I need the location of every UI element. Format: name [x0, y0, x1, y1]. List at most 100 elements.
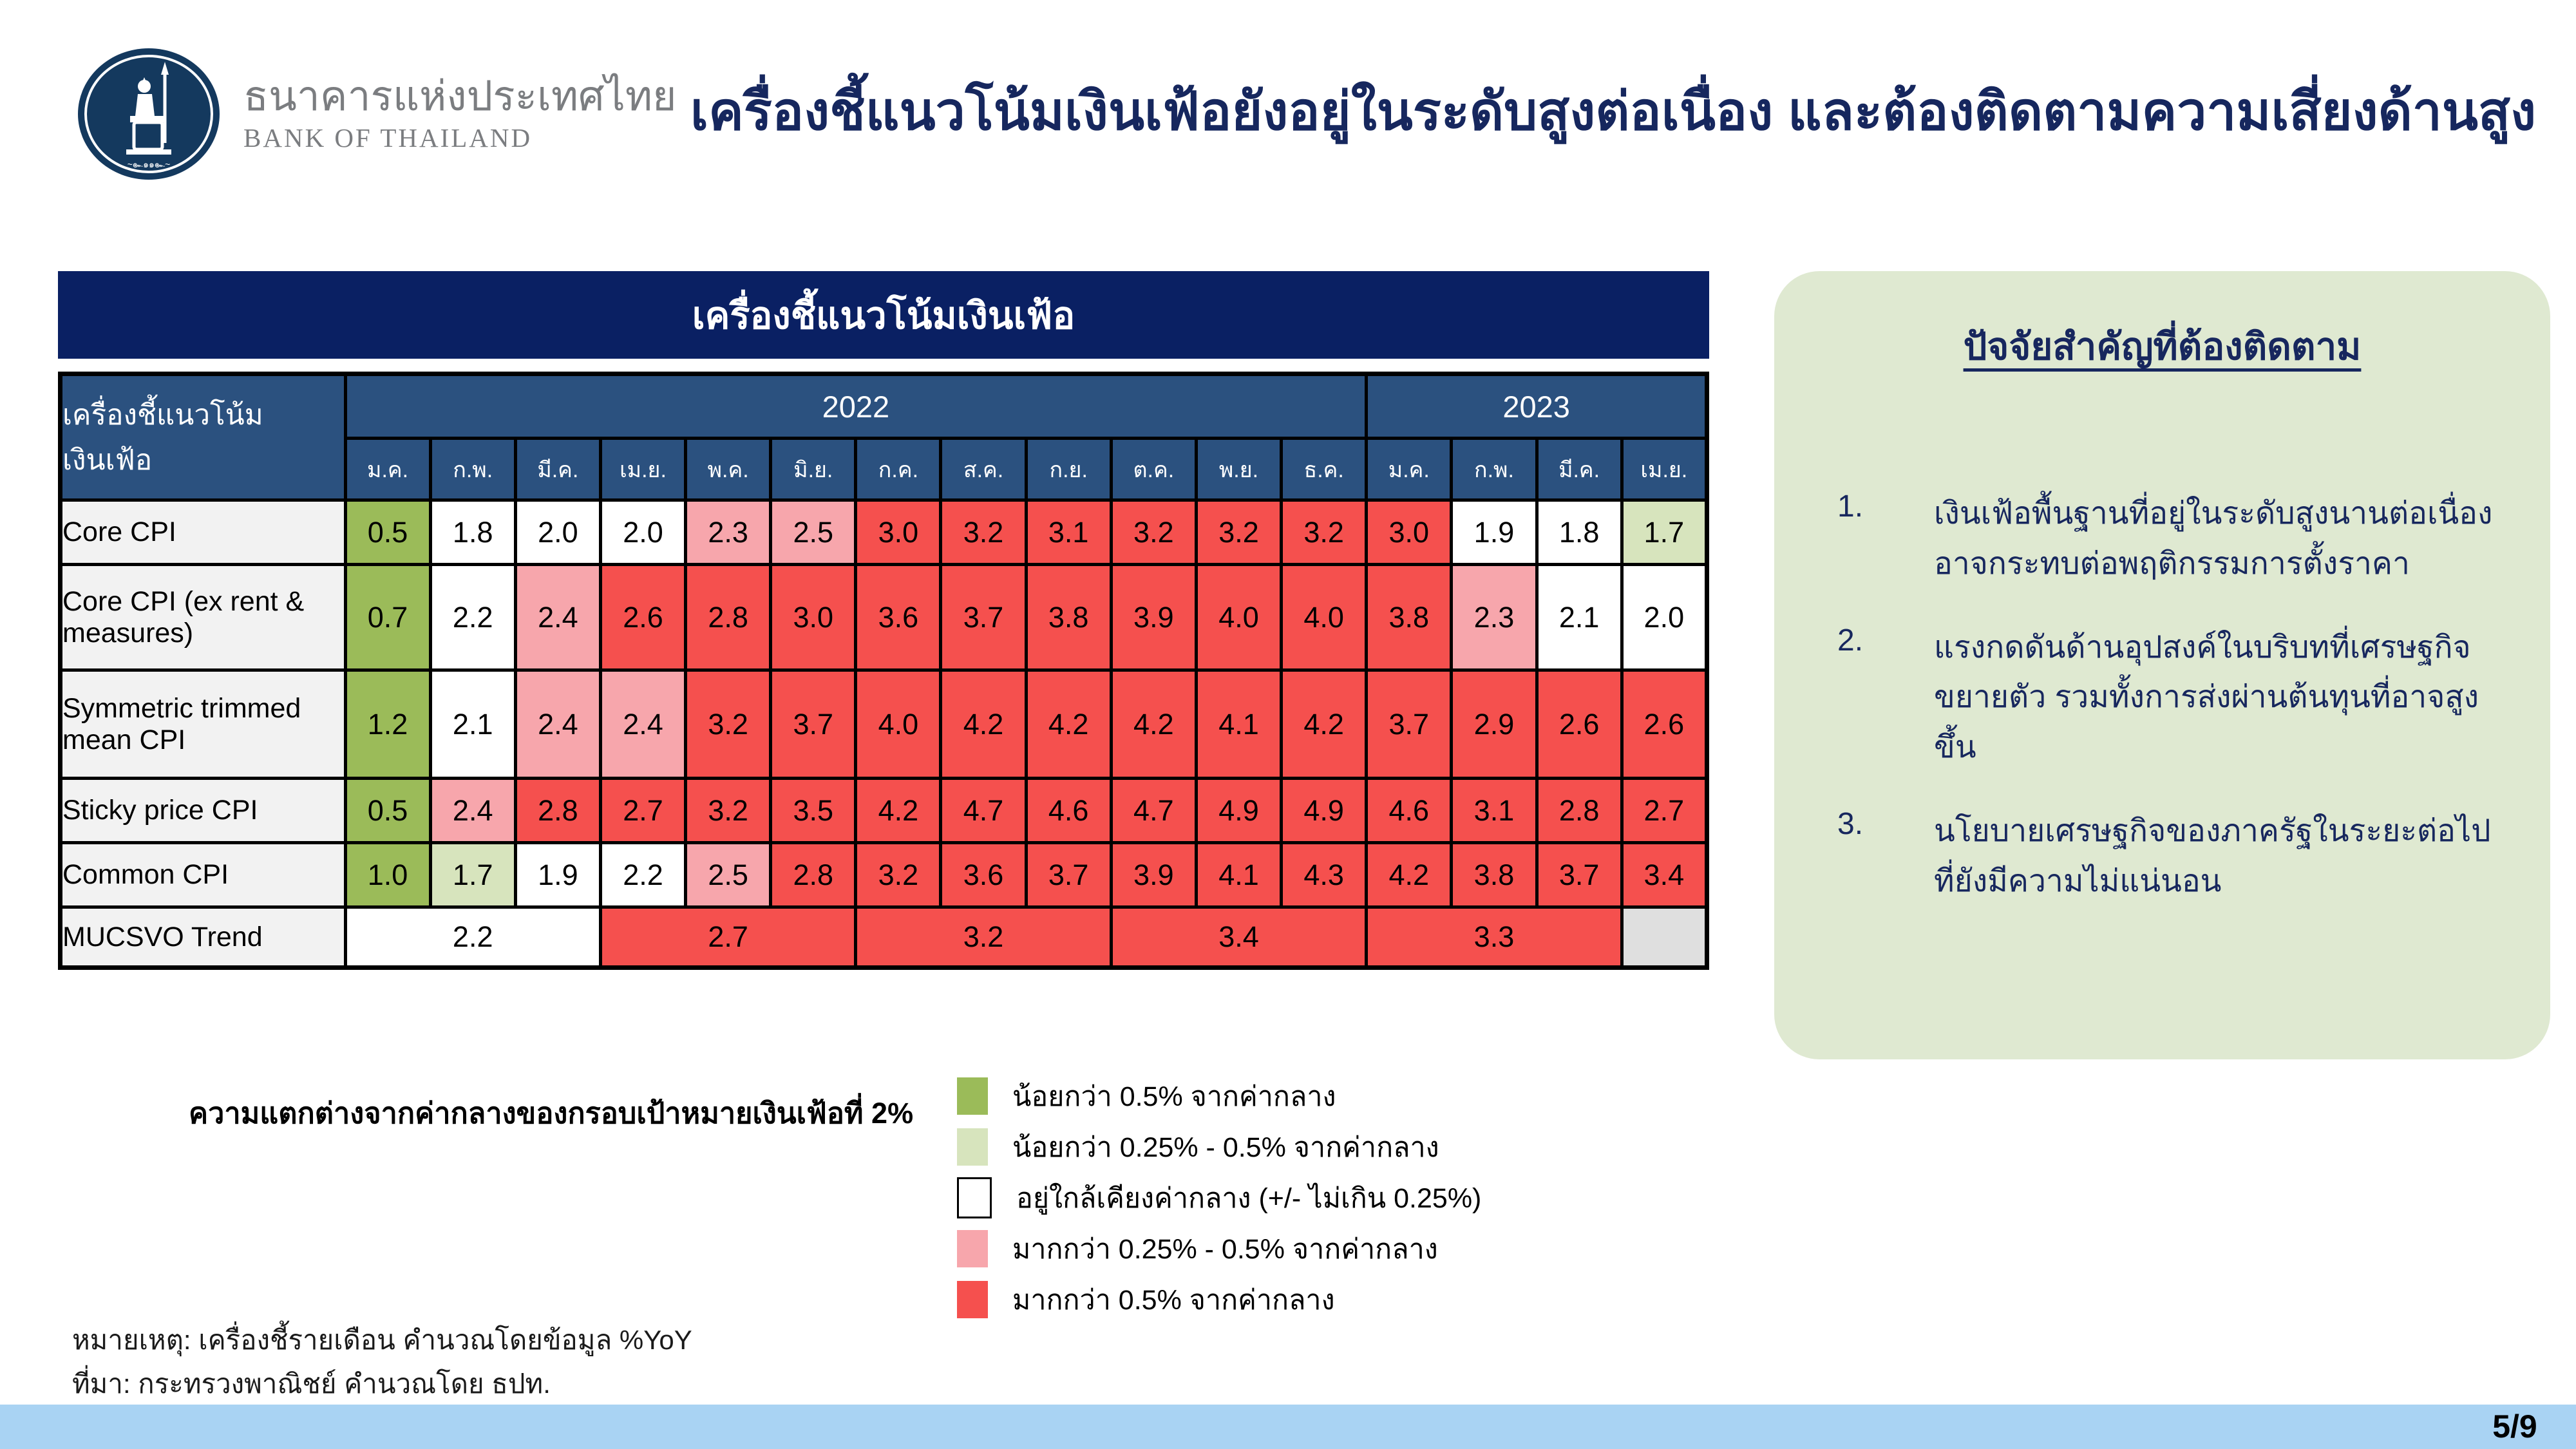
value-cell: 2.3: [684, 498, 773, 566]
value-cell: 3.0: [854, 498, 943, 566]
value-cell: 2.5: [684, 841, 773, 909]
table-row: MUCSVO Trend 2.2 2.7 3.2 3.4 3.3: [59, 905, 1709, 969]
value-cell: 4.2: [1280, 668, 1368, 780]
month-header: ธ.ค.: [1280, 437, 1368, 502]
legend-item: น้อยกว่า 0.5% จากค่ากลาง: [957, 1070, 1481, 1121]
month-header: พ.ย.: [1194, 437, 1283, 502]
value-cell: 2.6: [1535, 668, 1624, 780]
value-cell: 2.4: [428, 777, 517, 844]
key-factor-text: นโยบายเศรษฐกิจของภาครัฐในระยะต่อไปที่ยัง…: [1934, 813, 2491, 898]
legend-swatch-pink: [957, 1229, 988, 1267]
value-cell: 4.3: [1280, 841, 1368, 909]
key-factor-number: 1.: [1837, 489, 1864, 524]
value-cell: 4.9: [1280, 777, 1368, 844]
key-factor-item: 1. เงินเฟ้อพื้นฐานที่อยู่ในระดับสูงนานต่อ…: [1774, 489, 2550, 589]
value-cell: 1.7: [1620, 498, 1709, 566]
key-factor-number: 2.: [1837, 623, 1864, 658]
table-row: Common CPI 1.0 1.7 1.9 2.2 2.5 2.8 3.2 3.6 3.7 3.9…: [59, 841, 1709, 909]
month-header: มิ.ย.: [769, 437, 858, 502]
value-cell: 4.2: [1024, 668, 1113, 780]
page-number: 5/9: [2492, 1408, 2537, 1444]
legend-swatch-green: [957, 1077, 988, 1115]
row-label: Sticky price CPI: [59, 777, 347, 844]
legend-heading: ความแตกต่างจากค่ากลางของกรอบเป้าหมายเงิน…: [189, 1097, 914, 1130]
month-header: เม.ย.: [598, 437, 688, 502]
value-cell: 3.3: [1365, 905, 1624, 969]
value-cell: 1.7: [428, 841, 517, 909]
value-cell: 2.3: [1450, 563, 1539, 672]
legend-label: น้อยกว่า 0.25% - 0.5% จากค่ากลาง: [1012, 1132, 1439, 1163]
value-cell: 2.6: [598, 563, 688, 672]
table-banner: เครื่องชี้แนวโน้มเงินเฟ้อ: [58, 271, 1709, 359]
value-cell: 2.6: [1620, 668, 1709, 780]
key-factor-item: 2. แรงกดดันด้านอุปสงค์ในบริบทที่เศรษฐกิจข…: [1774, 623, 2550, 773]
value-cell: 4.6: [1365, 777, 1454, 844]
legend-label: อยู่ใกล้เคียงค่ากลาง (+/- ไม่เกิน 0.25%): [1016, 1182, 1482, 1214]
note-source: ที่มา: กระทรวงพาณิชย์ คำนวณโดย ธปท.: [72, 1368, 551, 1399]
value-cell: 0.7: [343, 563, 432, 672]
footer-bar: [0, 1405, 2576, 1449]
month-header: มี.ค.: [513, 437, 602, 502]
value-cell: 4.6: [1024, 777, 1113, 844]
table-row: Symmetric trimmed mean CPI 1.2 2.1 2.4 2.4 3.…: [59, 668, 1709, 780]
key-factor-number: 3.: [1837, 806, 1864, 841]
value-cell: 2.8: [513, 777, 602, 844]
row-label: Common CPI: [59, 841, 347, 909]
legend-swatch-white: [957, 1177, 992, 1218]
value-cell: 4.2: [939, 668, 1028, 780]
value-cell: 4.2: [1365, 841, 1454, 909]
month-header: ก.ค.: [854, 437, 943, 502]
value-cell: 2.7: [1620, 777, 1709, 844]
value-cell: 3.9: [1109, 563, 1198, 672]
legend-swatch-light_green: [957, 1128, 988, 1166]
bot-name-english: BANK OF THAILAND: [243, 122, 533, 153]
value-cell: 3.8: [1024, 563, 1113, 672]
month-header: พ.ค.: [684, 437, 773, 502]
month-header: มี.ค.: [1535, 437, 1624, 502]
value-cell: 4.2: [854, 777, 943, 844]
value-cell: 2.0: [1620, 563, 1709, 672]
legend-label: มากกว่า 0.5% จากค่ากลาง: [1012, 1284, 1335, 1316]
value-cell: 3.1: [1024, 498, 1113, 566]
value-cell: 1.0: [343, 841, 432, 909]
value-cell: 2.0: [598, 498, 688, 566]
value-cell: 2.8: [769, 841, 858, 909]
table-row: Core CPI (ex rent & measures) 0.7 2.2 2.4 2.…: [59, 563, 1709, 672]
value-cell: 3.0: [1365, 498, 1454, 566]
value-cell: 3.2: [854, 905, 1113, 969]
value-cell: 1.9: [513, 841, 602, 909]
value-cell: 2.1: [1535, 563, 1624, 672]
legend-swatch-red: [957, 1280, 988, 1318]
legend-item: มากกว่า 0.5% จากค่ากลาง: [957, 1274, 1481, 1325]
value-cell: 3.2: [1109, 498, 1198, 566]
value-cell: 2.5: [769, 498, 858, 566]
month-header: ต.ค.: [1109, 437, 1198, 502]
value-cell: 2.7: [598, 777, 688, 844]
value-cell: 4.9: [1194, 777, 1283, 844]
month-header: เม.ย.: [1620, 437, 1709, 502]
value-cell: 3.7: [1365, 668, 1454, 780]
table-corner-label: เครื่องชี้แนวโน้มเงินเฟ้อ: [59, 372, 347, 502]
slide-title: เครื่องชี้แนวโน้มเงินเฟ้อยังอยู่ในระดับส…: [690, 82, 2537, 141]
value-cell: 2.9: [1450, 668, 1539, 780]
month-header: ม.ค.: [1365, 437, 1454, 502]
inflation-table: เครื่องชี้แนวโน้มเงินเฟ้อ 2022 2023 ม.ค. ก.พ…: [58, 372, 1709, 970]
value-cell: 4.7: [1109, 777, 1198, 844]
value-cell: 0.5: [343, 777, 432, 844]
month-header: ส.ค.: [939, 437, 1028, 502]
value-cell: 3.8: [1365, 563, 1454, 672]
value-cell: 2.1: [428, 668, 517, 780]
value-cell: 2.4: [513, 563, 602, 672]
value-cell: 3.7: [939, 563, 1028, 672]
legend-item: มากกว่า 0.25% - 0.5% จากค่ากลาง: [957, 1223, 1481, 1274]
month-header: ก.พ.: [1450, 437, 1539, 502]
month-header: ก.ย.: [1024, 437, 1113, 502]
value-cell: 1.8: [1535, 498, 1624, 566]
value-cell: 3.6: [854, 563, 943, 672]
value-cell: 3.4: [1620, 841, 1709, 909]
value-cell: 3.9: [1109, 841, 1198, 909]
row-label: Core CPI: [59, 498, 347, 566]
value-cell: 1.9: [1450, 498, 1539, 566]
legend: น้อยกว่า 0.5% จากค่ากลางน้อยกว่า 0.25% -…: [957, 1070, 1481, 1325]
